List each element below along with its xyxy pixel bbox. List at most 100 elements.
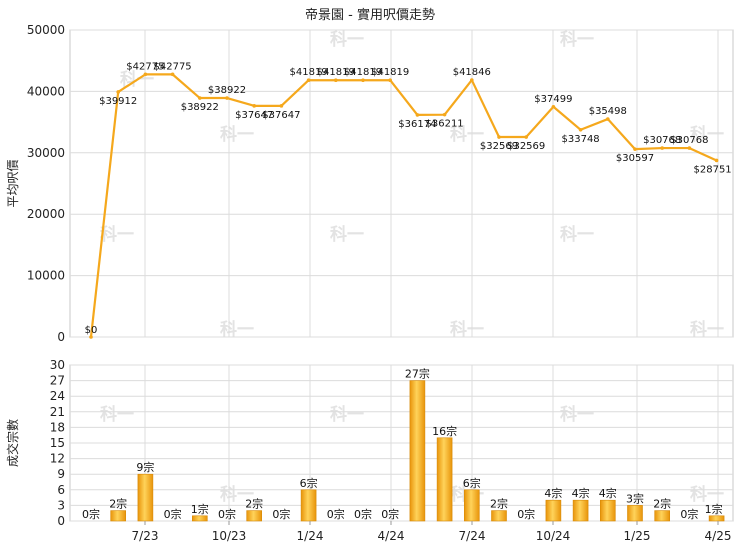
volume-bar (599, 499, 616, 522)
y-axis-label: 成交宗數 (5, 419, 20, 467)
volume-bar (137, 473, 154, 522)
x-tick-label: 10/23 (212, 529, 247, 543)
price-data-label: $36174 (398, 119, 436, 130)
price-data-label: $0 (85, 325, 98, 336)
watermark-layer: 科一科一科一科一科一科一科一科一科一科一科一科一科一科一科一科一科一科一 (100, 29, 724, 505)
price-data-label: $36211 (426, 119, 464, 130)
price-data-label: $42775 (126, 61, 164, 72)
price-point (306, 78, 311, 83)
price-point (660, 146, 664, 150)
price-data-label: $30768 (643, 135, 681, 146)
volume-data-label: 9宗 (136, 460, 154, 474)
x-tick-label: 4/24 (378, 529, 405, 543)
volume-data-label: 4宗 (544, 486, 562, 500)
price-point (279, 104, 284, 108)
volume-data-label: 0宗 (381, 507, 399, 521)
x-tick-label: 1/24 (297, 529, 324, 543)
price-point (633, 147, 637, 151)
volume-data-label: 0宗 (327, 507, 345, 521)
chart-title: 帝景園 - 實用呎價走勢 (305, 7, 435, 23)
volume-data-label: 1宗 (705, 502, 723, 516)
watermark-text: 科一 (100, 404, 134, 425)
price-point (252, 104, 256, 108)
price-point (687, 146, 692, 150)
y-tick-label: 27 (50, 374, 65, 388)
price-point (198, 96, 202, 100)
price-data-label: $41819 (290, 67, 328, 78)
price-data-label: $41819 (371, 67, 409, 78)
volume-bar (572, 499, 589, 522)
volume-data-label: 0宗 (272, 507, 290, 521)
price-point (361, 78, 365, 83)
price-point (524, 135, 528, 139)
price-data-label: $32569 (480, 141, 518, 152)
watermark-text: 科一 (450, 319, 484, 340)
volume-bar (545, 499, 562, 522)
y-tick-label: 20000 (27, 207, 65, 221)
y-tick-label: 3 (57, 498, 65, 512)
price-point (143, 72, 148, 77)
volume-data-label: 0宗 (680, 507, 698, 521)
price-data-label: $42775 (154, 61, 192, 72)
y-tick-label: 6 (57, 483, 65, 497)
volume-bar (192, 515, 208, 522)
volume-data-label: 4宗 (599, 486, 617, 500)
y-tick-label: 30 (50, 358, 65, 372)
price-data-label: $37647 (262, 110, 300, 121)
watermark-text: 科一 (330, 224, 364, 245)
price-data-label: $33748 (562, 134, 600, 145)
price-point (170, 72, 175, 77)
price-point (442, 112, 447, 117)
volume-data-label: 2宗 (245, 497, 263, 511)
price-point (388, 78, 393, 83)
volume-bar (246, 510, 262, 522)
price-data-label: $32569 (507, 141, 545, 152)
volume-data-label: 27宗 (405, 367, 430, 381)
y-tick-label: 15 (50, 436, 65, 450)
price-data-label: $30768 (670, 135, 708, 146)
price-data-label: $38922 (208, 85, 246, 96)
price-point (578, 127, 583, 132)
x-tick-label: 7/23 (132, 529, 159, 543)
volume-bar (708, 515, 725, 522)
price-point (470, 78, 474, 82)
price-point (89, 335, 93, 339)
volume-bar (627, 505, 643, 522)
watermark-text: 科一 (560, 224, 594, 245)
y-tick-label: 12 (50, 452, 65, 466)
volume-bar (409, 380, 426, 522)
watermark-text: 科一 (690, 124, 724, 145)
price-point (714, 158, 719, 163)
price-point (225, 96, 229, 100)
price-point (606, 117, 610, 121)
volume-bar (300, 489, 317, 522)
volume-data-label: 0宗 (354, 507, 372, 521)
price-line (89, 73, 718, 338)
y-tick-label: 21 (50, 405, 65, 419)
y-tick-label: 0 (57, 330, 65, 344)
y-tick-label: 24 (50, 389, 65, 403)
price-data-label: $37499 (534, 94, 572, 105)
volume-bar (654, 510, 671, 522)
watermark-text: 科一 (100, 224, 134, 245)
y-axis-label: 平均呎價 (6, 159, 20, 207)
volume-data-label: 2宗 (653, 497, 671, 511)
watermark-text: 科一 (220, 124, 254, 145)
price-point (551, 104, 556, 109)
volume-data-label: 6宗 (463, 476, 481, 490)
volume-bar (463, 489, 480, 522)
watermark-text: 科一 (690, 319, 724, 340)
volume-data-label: 6宗 (300, 476, 318, 490)
volume-data-label: 4宗 (572, 486, 590, 500)
price-data-label: $30597 (616, 153, 654, 164)
x-tick-label: 10/24 (536, 529, 571, 543)
price-point (497, 135, 501, 139)
watermark-text: 科一 (560, 404, 594, 425)
y-tick-label: 40000 (27, 84, 65, 98)
watermark-text: 科一 (450, 124, 484, 145)
watermark-text: 科一 (560, 29, 594, 50)
volume-data-label: 2宗 (109, 497, 127, 511)
volume-data-label: 2宗 (490, 497, 508, 511)
